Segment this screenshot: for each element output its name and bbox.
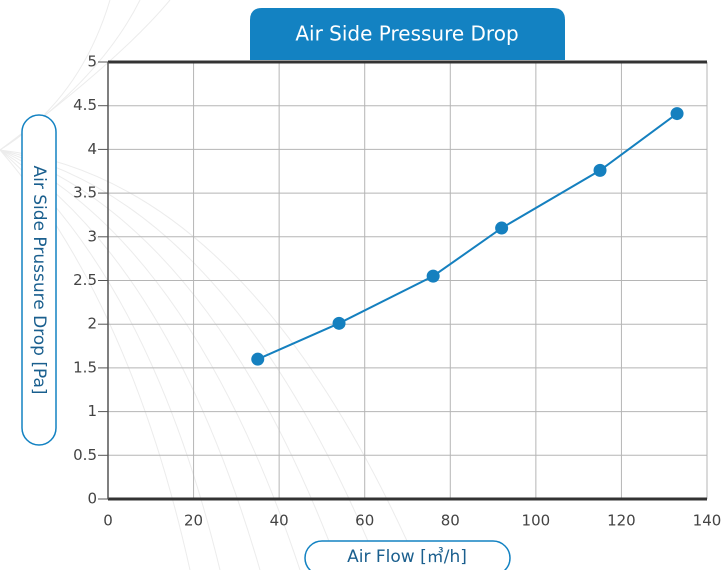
y-tick-label: 4 <box>87 140 97 158</box>
y-tick-label: 1.5 <box>73 358 97 376</box>
data-point <box>332 316 346 330</box>
data-point <box>593 163 607 177</box>
y-tick-label: 2 <box>87 315 97 333</box>
x-tick-label: 20 <box>184 512 203 530</box>
y-tick-label: 0.5 <box>73 446 97 464</box>
x-tick-label: 120 <box>607 512 636 530</box>
background-decoration <box>0 0 421 570</box>
x-tick-label: 40 <box>270 512 289 530</box>
data-point <box>495 221 509 235</box>
y-label-box <box>21 114 57 446</box>
x-tick-label: 80 <box>441 512 460 530</box>
y-tick-label: 4.5 <box>73 96 97 114</box>
y-tick-label: 3 <box>87 227 97 245</box>
y-tick-label: 1 <box>87 402 97 420</box>
chart-title: Air Side Pressure Drop <box>295 22 518 46</box>
data-point <box>426 269 440 283</box>
data-point <box>251 352 265 366</box>
y-tick-label: 5 <box>87 53 97 71</box>
x-tick-label: 60 <box>355 512 374 530</box>
x-tick-label: 100 <box>522 512 551 530</box>
y-tick-label: 3.5 <box>73 184 97 202</box>
y-tick-label: 2.5 <box>73 271 97 289</box>
y-axis-label: Air Side Prussure Drop [Pa] <box>29 165 49 394</box>
x-tick-label: 140 <box>693 512 721 530</box>
data-line <box>257 112 678 361</box>
x-axis-label: Air Flow [㎥/h] <box>347 547 467 567</box>
x-label-box <box>304 540 511 570</box>
y-tick-label: 0 <box>87 490 97 508</box>
data-point <box>670 107 684 121</box>
x-tick-label: 0 <box>103 512 113 530</box>
title-tab <box>250 8 565 60</box>
